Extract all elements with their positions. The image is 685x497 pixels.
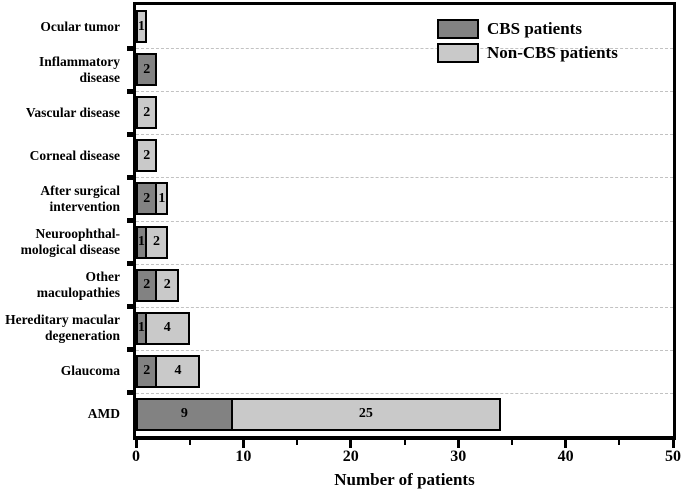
bar-value-label: 9: [180, 406, 188, 422]
x-axis-tick-label: 20: [342, 448, 359, 465]
category-label: After surgical intervention: [40, 183, 120, 214]
x-axis-tick-label: 30: [450, 448, 467, 465]
legend-item-noncbs: Non-CBS patients: [437, 43, 618, 63]
gridline: [136, 177, 673, 179]
bar-value-label: 2: [152, 234, 160, 250]
category-label: AMD: [87, 406, 120, 422]
bar-segment-noncbs: 2: [144, 225, 169, 259]
gridline: [136, 134, 673, 136]
legend-item-cbs: CBS patients: [437, 19, 618, 39]
x-axis-major-tick: [349, 440, 353, 448]
y-axis-tick: [127, 304, 136, 310]
x-axis-title: Number of patients: [334, 470, 475, 489]
y-axis-tick: [127, 390, 136, 396]
category-label: Other maculopathies: [36, 269, 120, 301]
legend: CBS patients Non-CBS patients: [437, 19, 618, 67]
legend-swatch-cbs: [437, 19, 479, 39]
bar-value-label: 2: [143, 190, 151, 206]
x-axis-major-tick: [671, 440, 675, 448]
gridline: [136, 349, 673, 351]
bar-value-label: 1: [158, 190, 166, 206]
x-axis-minor-tick: [188, 440, 191, 445]
bar-value-label: 2: [143, 104, 151, 120]
x-axis-tick-label: 50: [665, 448, 681, 465]
y-axis-tick: [127, 131, 136, 137]
y-axis-tick: [127, 347, 136, 353]
x-axis-tick-label: 10: [235, 448, 252, 465]
category-label: Neuroophthal-mological disease: [20, 226, 120, 258]
bar-segment-noncbs: 2: [136, 96, 158, 130]
x-axis-minor-tick: [403, 440, 406, 445]
x-axis-major-tick: [241, 440, 245, 448]
bar-value-label: 2: [143, 61, 151, 77]
x-axis-major-tick: [134, 440, 138, 448]
x-axis-tick-label: 40: [557, 448, 574, 465]
gridline: [136, 306, 673, 308]
x-axis-minor-tick: [510, 440, 513, 445]
bar-segment-cbs: 2: [136, 53, 158, 87]
category-label: Glaucoma: [60, 363, 120, 379]
bar-row: 2: [136, 96, 158, 130]
bar-value-label: 1: [137, 234, 145, 250]
bar-row: 1: [136, 10, 147, 44]
y-axis-tick: [127, 88, 136, 94]
bar-value-label: 1: [137, 320, 145, 336]
gridline: [136, 48, 673, 50]
x-axis-major-tick: [564, 440, 568, 448]
bar-segment-noncbs: 25: [230, 397, 502, 431]
bar-row: 9 25: [136, 397, 502, 431]
bar-segment-noncbs: 2: [136, 139, 158, 173]
y-axis-tick: [127, 45, 136, 51]
bar-value-label: 1: [137, 18, 145, 34]
bar-value-label: 2: [143, 147, 151, 163]
y-axis-tick: [127, 218, 136, 223]
y-axis-tick: [127, 261, 136, 267]
plot-area: 1 2 2 2 2 1 1 2 2 2 1 4 2 4 9 25 CBS patients Non-CBS p…: [133, 2, 676, 440]
gridline: [136, 263, 673, 265]
bar-segment-cbs: 2: [136, 268, 158, 302]
category-label: Inflammatory disease: [39, 53, 120, 85]
category-label: Vascular disease: [25, 104, 120, 120]
y-axis-tick: [127, 174, 136, 180]
gridline: [136, 220, 673, 222]
bar-row: 2: [136, 53, 158, 87]
x-axis-minor-tick: [296, 440, 299, 445]
x-axis-major-tick: [456, 440, 460, 448]
bar-segment-noncbs: 2: [155, 268, 179, 302]
legend-label-noncbs: Non-CBS patients: [487, 43, 618, 62]
y-axis-category-labels: Ocular tumor Inflammatory disease Vascular …: [0, 5, 127, 436]
bar-value-label: 2: [143, 363, 151, 379]
bar-segment-cbs: 9: [136, 397, 233, 431]
bar-segment-cbs: 2: [136, 182, 158, 216]
x-axis-tick-label: 0: [132, 448, 140, 465]
bar-value-label: 4: [174, 363, 182, 379]
bar-value-label: 2: [163, 277, 171, 293]
category-label: Hereditary macular degeneration: [5, 312, 120, 344]
category-label: Ocular tumor: [40, 18, 120, 34]
bar-value-label: 4: [163, 320, 171, 336]
bar-value-label: 25: [358, 406, 373, 422]
bar-segment-noncbs: 1: [155, 182, 169, 216]
bar-segment-noncbs: 1: [136, 10, 147, 44]
gridline: [136, 91, 673, 93]
bar-segment-cbs: 2: [136, 354, 158, 388]
bar-segment-noncbs: 4: [144, 311, 190, 345]
category-label: Corneal disease: [29, 147, 120, 163]
bar-value-label: 2: [143, 277, 151, 293]
legend-swatch-noncbs: [437, 43, 479, 63]
gridline: [136, 392, 673, 394]
bar-segment-noncbs: 4: [155, 354, 201, 388]
x-axis-minor-tick: [618, 440, 621, 445]
legend-label-cbs: CBS patients: [487, 19, 582, 38]
bar-row: 2: [136, 139, 158, 173]
